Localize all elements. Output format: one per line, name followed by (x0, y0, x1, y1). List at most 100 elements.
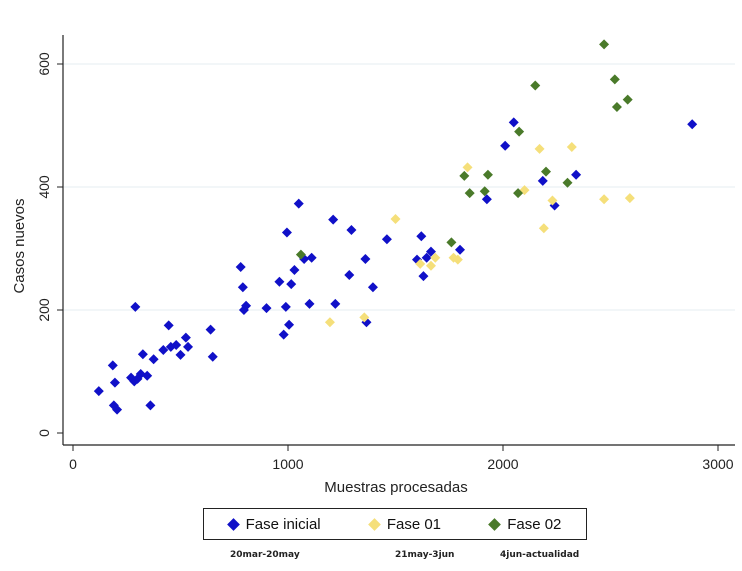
legend-marker-fase-inicial (226, 517, 240, 531)
point-series2-2 (459, 170, 470, 181)
legend: Fase inicial Fase 01 Fase 02 (203, 508, 587, 540)
y-tick-label-200: 200 (36, 298, 52, 322)
point-series0-59 (687, 119, 698, 130)
point-series1-11 (538, 223, 549, 234)
point-series0-39 (328, 214, 339, 225)
point-series0-40 (330, 298, 341, 309)
point-series2-4 (479, 186, 490, 197)
point-series0-43 (360, 253, 371, 264)
point-series0-23 (235, 261, 246, 272)
point-series0-55 (508, 117, 519, 128)
point-series0-15 (163, 320, 174, 331)
x-axis-title: Muestras procesadas (324, 479, 467, 496)
point-series0-49 (418, 271, 429, 282)
point-series2-5 (482, 169, 493, 180)
phase-note-fase-01: 21may-3jun (395, 550, 455, 560)
point-series2-13 (611, 102, 622, 113)
point-series0-13 (148, 354, 159, 365)
point-series0-4 (112, 404, 123, 415)
point-series0-0 (93, 386, 104, 397)
phase-note-fase-02: 4jun-actualidad (500, 550, 580, 560)
point-series1-2 (390, 213, 401, 224)
point-series1-0 (324, 317, 335, 328)
point-series0-26 (241, 300, 252, 311)
point-series0-22 (207, 351, 218, 362)
legend-label-fase-01: Fase 01 (386, 515, 442, 533)
point-series0-58 (571, 169, 582, 180)
point-series0-27 (261, 303, 272, 314)
point-series0-11 (142, 370, 153, 381)
point-series0-50 (421, 252, 432, 263)
point-series0-51 (425, 246, 436, 257)
point-series2-6 (513, 188, 524, 199)
x-tick-label-2000: 2000 (487, 456, 518, 472)
legend-item-fase-inicial: Fase inicial (226, 515, 321, 533)
legend-item-fase-01: Fase 01 (367, 515, 442, 533)
point-series0-48 (416, 231, 427, 242)
point-series2-9 (541, 166, 551, 177)
point-series0-24 (237, 282, 248, 293)
point-series2-3 (464, 188, 475, 199)
point-series1-5 (430, 252, 441, 263)
point-series0-19 (180, 332, 191, 343)
point-series0-56 (537, 175, 548, 186)
point-series0-54 (500, 140, 511, 151)
point-series0-32 (284, 319, 295, 330)
y-tick-label-0: 0 (36, 429, 52, 437)
legend-marker-fase-01 (367, 517, 381, 531)
point-series1-7 (452, 254, 463, 265)
point-series0-42 (346, 225, 357, 236)
point-series0-20 (183, 341, 194, 352)
point-series1-14 (599, 194, 610, 205)
legend-label-fase-inicial: Fase inicial (245, 515, 321, 533)
point-series0-1 (107, 360, 118, 371)
point-series0-12 (145, 400, 156, 411)
point-series1-8 (462, 162, 473, 173)
point-series0-5 (130, 301, 141, 312)
point-series0-35 (293, 198, 304, 209)
y-tick-label-600: 600 (36, 52, 52, 76)
legend-label-fase-02: Fase 02 (507, 515, 562, 533)
point-series0-31 (281, 227, 292, 238)
point-series2-11 (599, 39, 610, 50)
point-series1-3 (415, 258, 426, 269)
x-tick-label-0: 0 (69, 456, 77, 472)
point-series0-33 (286, 279, 297, 290)
phase-note-fase-inicial: 20mar-20may (230, 550, 300, 560)
point-series0-37 (304, 298, 315, 309)
point-series2-10 (562, 177, 573, 188)
y-axis-title: Casos nuevos (11, 198, 28, 293)
legend-marker-fase-02 (488, 517, 502, 531)
point-series0-30 (280, 301, 291, 312)
point-series0-17 (171, 340, 182, 351)
point-series0-10 (137, 349, 148, 360)
point-series2-1 (446, 237, 457, 248)
point-series2-7 (514, 126, 525, 137)
point-series2-0 (295, 249, 306, 260)
point-series0-53 (481, 194, 492, 205)
point-series0-38 (306, 252, 317, 263)
x-tick-label-1000: 1000 (272, 456, 303, 472)
x-tick-label-3000: 3000 (702, 456, 733, 472)
point-series0-21 (205, 324, 216, 335)
point-series1-13 (566, 142, 577, 153)
point-series0-36 (299, 253, 310, 264)
point-series0-46 (381, 234, 392, 245)
point-series2-14 (622, 94, 633, 105)
point-series2-12 (609, 74, 620, 85)
point-series0-18 (175, 349, 186, 360)
point-series1-15 (624, 193, 635, 204)
point-series0-45 (367, 282, 378, 293)
point-series0-28 (274, 276, 285, 287)
point-series1-12 (547, 195, 558, 206)
point-series2-8 (530, 80, 541, 91)
y-tick-label-400: 400 (36, 175, 52, 199)
point-series1-10 (534, 143, 545, 154)
legend-item-fase-02: Fase 02 (488, 515, 562, 533)
point-series1-4 (425, 260, 436, 271)
point-series0-52 (455, 244, 465, 255)
point-series0-14 (158, 344, 169, 355)
point-series0-41 (344, 269, 355, 280)
